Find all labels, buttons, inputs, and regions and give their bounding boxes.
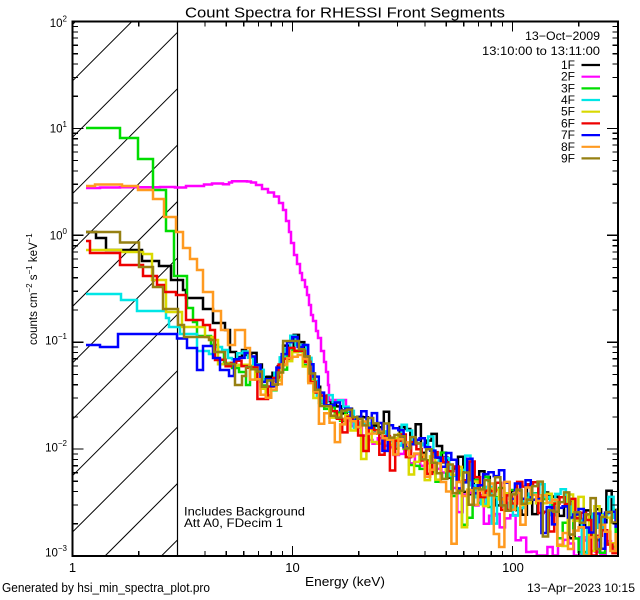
svg-text:13:10:00 to 13:11:00: 13:10:00 to 13:11:00 (482, 44, 600, 58)
svg-text:9F: 9F (561, 151, 575, 165)
svg-text:10: 10 (285, 560, 299, 575)
svg-text:Generated by hsi_min_spectra_p: Generated by hsi_min_spectra_plot.pro (2, 581, 210, 595)
svg-text:8F: 8F (561, 140, 575, 154)
svg-text:5F: 5F (561, 105, 575, 119)
svg-text:Energy (keV): Energy (keV) (305, 574, 385, 589)
svg-text:13−Oct−2009: 13−Oct−2009 (525, 29, 600, 43)
svg-text:1: 1 (69, 560, 76, 575)
svg-text:Att A0, FDecim 1: Att A0, FDecim 1 (184, 516, 283, 530)
svg-text:1F: 1F (561, 58, 575, 72)
svg-text:4F: 4F (561, 93, 575, 107)
svg-text:counts cm−2 s−1 keV−1: counts cm−2 s−1 keV−1 (25, 233, 40, 345)
svg-text:Includes Background: Includes Background (184, 505, 305, 519)
svg-text:13−Apr−2023 10:15: 13−Apr−2023 10:15 (527, 581, 635, 595)
svg-text:7F: 7F (561, 128, 575, 142)
svg-text:6F: 6F (561, 116, 575, 130)
svg-text:Count Spectra for RHESSI Front: Count Spectra for RHESSI Front Segments (185, 5, 505, 22)
svg-text:100: 100 (502, 560, 524, 575)
svg-text:2F: 2F (561, 70, 575, 84)
svg-text:3F: 3F (561, 81, 575, 95)
